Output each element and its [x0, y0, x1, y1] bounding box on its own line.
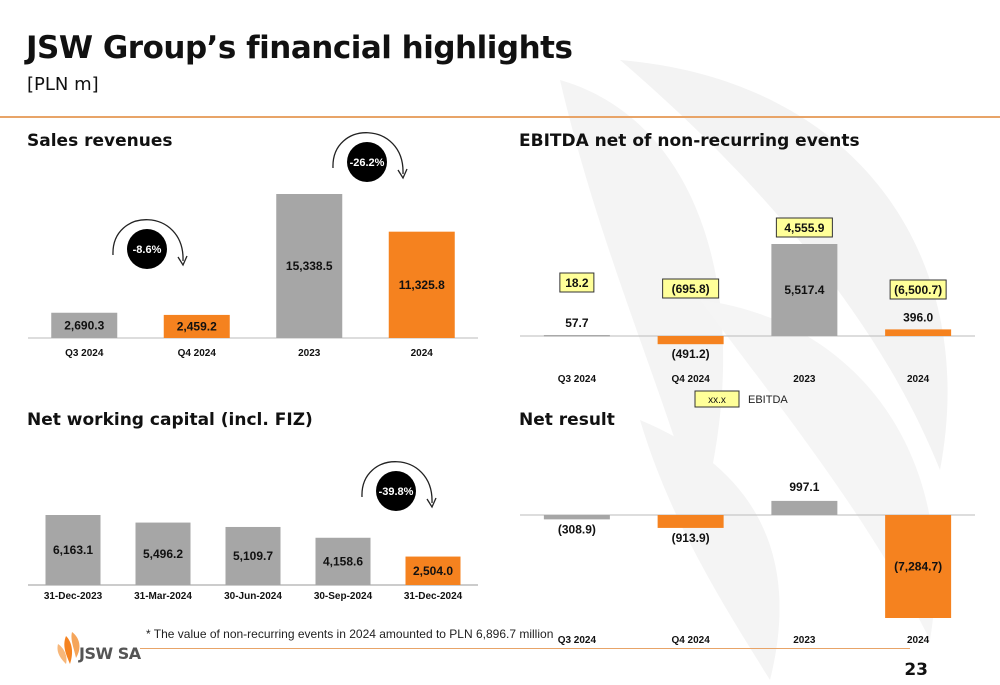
netresult-bar-1 — [657, 515, 724, 528]
nwc-value-label-3: 4,158.6 — [323, 554, 363, 568]
netresult-value-label-2: 997.1 — [789, 480, 819, 494]
netresult-value-label-3: (7,284.7) — [894, 560, 942, 574]
ebitda-reported-label-1: (695.8) — [672, 282, 710, 296]
ebitda-reported-label-2: 4,555.9 — [784, 221, 824, 235]
netresult-category-label-3: 2024 — [907, 635, 930, 646]
sales-change-bubble-0 — [127, 229, 167, 269]
sales-change-arrow-1 — [332, 132, 404, 175]
page-title: JSW Group’s financial highlights — [26, 30, 573, 66]
ebitda-category-label-0: Q3 2024 — [558, 374, 597, 385]
sales-category-label-1: Q4 2024 — [178, 348, 217, 359]
ebitda-value-label-1: (491.2) — [672, 347, 710, 361]
nwc-change-label-0: -39.8% — [379, 486, 414, 498]
nwc-change-arrow-0 — [361, 461, 433, 504]
sales-value-label-1: 2,459.2 — [177, 319, 217, 333]
ebitda-bar-3 — [885, 329, 952, 336]
sales-bar-2 — [276, 194, 343, 338]
ebitda-category-label-3: 2024 — [907, 374, 930, 385]
netresult-panel-title: Net result — [519, 410, 615, 430]
nwc-value-label-2: 5,109.7 — [233, 549, 273, 563]
ebitda-bar-0 — [543, 335, 610, 337]
ebitda-legend-swatch — [694, 390, 740, 408]
nwc-category-label-2: 30-Jun-2024 — [224, 591, 282, 602]
nwc-bar-2 — [225, 526, 281, 585]
nwc-value-label-4: 2,504.0 — [413, 564, 453, 578]
sales-category-label-3: 2024 — [411, 348, 434, 359]
netresult-category-label-0: Q3 2024 — [558, 635, 597, 646]
ebitda-reported-box-3 — [889, 279, 947, 300]
sales-value-label-2: 15,338.5 — [286, 259, 333, 273]
ebitda-value-label-2: 5,517.4 — [784, 283, 824, 297]
nwc-value-label-1: 5,496.2 — [143, 547, 183, 561]
header-divider — [0, 116, 1000, 118]
nwc-bar-3 — [315, 537, 371, 585]
nwc-category-label-3: 30-Sep-2024 — [314, 591, 373, 602]
sales-change-arrow-1-head — [397, 168, 408, 180]
nwc-category-label-4: 31-Dec-2024 — [404, 591, 463, 602]
ebitda-value-label-3: 396.0 — [903, 310, 933, 324]
sales-category-label-0: Q3 2024 — [65, 348, 104, 359]
nwc-category-label-1: 31-Mar-2024 — [134, 591, 192, 602]
ebitda-bar-2 — [771, 244, 838, 336]
sales-change-bubble-1 — [347, 142, 387, 182]
netresult-bar-2 — [771, 500, 838, 515]
ebitda-category-label-2: 2023 — [793, 374, 816, 385]
netresult-value-label-1: (913.9) — [672, 531, 710, 545]
ebitda-bar-1 — [657, 336, 724, 345]
netresult-value-label-0: (308.9) — [558, 522, 596, 536]
netresult-bar-0 — [543, 515, 610, 520]
page-subtitle: [PLN m] — [27, 74, 99, 95]
jsw-logo-icon — [57, 632, 80, 664]
ebitda-value-label-0: 57.7 — [565, 316, 589, 330]
nwc-category-label-0: 31-Dec-2023 — [44, 591, 103, 602]
sales-value-label-0: 2,690.3 — [64, 318, 104, 332]
nwc-change-arrow-0-head — [426, 497, 437, 509]
sales-value-label-3: 11,325.8 — [399, 278, 445, 292]
sales-change-label-0: -8.6% — [133, 244, 162, 256]
nwc-value-label-0: 6,163.1 — [53, 543, 93, 557]
ebitda-category-label-1: Q4 2024 — [671, 374, 710, 385]
netresult-category-label-1: Q4 2024 — [671, 635, 710, 646]
sales-bar-1 — [163, 314, 230, 338]
netresult-bar-3 — [885, 515, 952, 618]
logo-text: JSW SA — [79, 644, 141, 663]
footer-divider — [140, 648, 910, 649]
sales-change-arrow-0-head — [177, 255, 188, 267]
ebitda-reported-box-1 — [662, 278, 720, 299]
nwc-bar-0 — [45, 515, 101, 585]
netresult-category-label-2: 2023 — [793, 635, 816, 646]
sales-bar-0 — [51, 312, 118, 338]
ebitda-reported-box-0 — [559, 272, 595, 293]
ebitda-legend-swatch-label: xx.x — [708, 395, 726, 406]
page-number: 23 — [904, 660, 928, 680]
sales-change-arrow-0 — [112, 219, 184, 262]
sales-bar-3 — [388, 231, 455, 338]
nwc-change-bubble-0 — [376, 471, 416, 511]
ebitda-legend-label: EBITDA — [748, 394, 788, 406]
sales-category-label-2: 2023 — [298, 348, 321, 359]
sales-panel-title: Sales revenues — [27, 131, 173, 151]
ebitda-panel-title: EBITDA net of non-recurring events — [519, 131, 860, 151]
footnote: * The value of non-recurring events in 2… — [146, 627, 554, 641]
ebitda-reported-label-0: 18.2 — [565, 276, 589, 290]
ebitda-reported-label-3: (6,500.7) — [894, 283, 942, 297]
ebitda-reported-box-2 — [775, 217, 833, 238]
nwc-bar-4 — [405, 556, 461, 585]
nwc-bar-1 — [135, 522, 191, 585]
nwc-panel-title: Net working capital (incl. FIZ) — [27, 410, 313, 430]
sales-change-label-1: -26.2% — [350, 157, 385, 169]
